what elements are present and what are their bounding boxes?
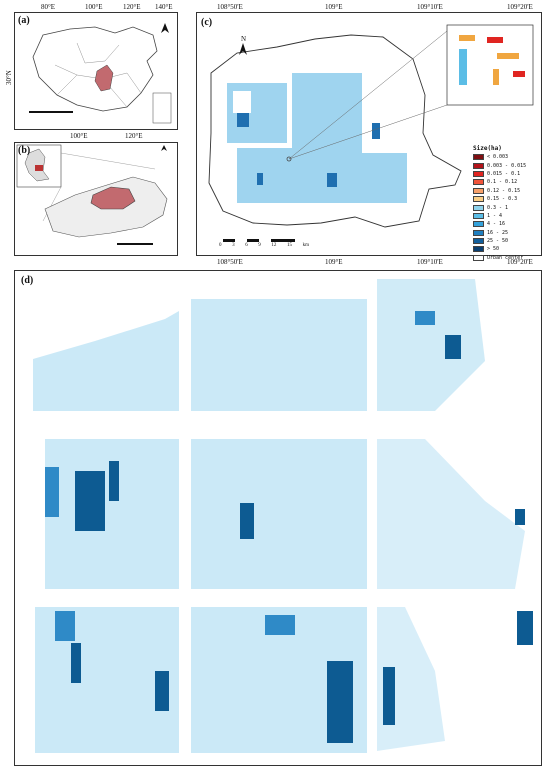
north-label: N bbox=[241, 35, 247, 43]
lat-label: 30°N bbox=[5, 70, 13, 85]
legend-label: 0.3 - 1 bbox=[487, 204, 509, 211]
legend-label: 0.12 - 0.15 bbox=[487, 187, 521, 194]
legend-item: 0.003 - 0.015 bbox=[473, 161, 526, 169]
medium-patches bbox=[45, 311, 435, 641]
lon-label: 109°E bbox=[325, 258, 343, 266]
lon-label: 109°10'E bbox=[417, 258, 443, 266]
scale-unit: km bbox=[302, 243, 309, 248]
legend-item: 4 - 16 bbox=[473, 220, 526, 228]
xian-size-map bbox=[208, 24, 534, 242]
shaanxi-province-highlight bbox=[94, 64, 114, 92]
legend-label: 1 - 4 bbox=[487, 212, 503, 219]
panel-b-shaanxi-map: (b) bbox=[14, 142, 178, 256]
lon-label: 100°E bbox=[70, 132, 88, 140]
panel-a-china-map: (a) 80°E 100°E 120°E 140°E 100°E 120°E 3… bbox=[5, 3, 178, 140]
legend-item: 0.15 - 0.3 bbox=[473, 195, 526, 203]
legend-swatch bbox=[473, 187, 484, 194]
legend-item: 0.1 - 0.12 bbox=[473, 178, 526, 186]
china-outline-map bbox=[29, 23, 172, 124]
legend-title: Size(ha) bbox=[473, 145, 502, 152]
lon-label: 109°10'E bbox=[417, 3, 443, 11]
north-arrow-icon bbox=[239, 43, 247, 55]
xian-city-highlight bbox=[90, 186, 136, 210]
legend-label: Urban center bbox=[487, 254, 524, 261]
legend-swatch bbox=[473, 170, 484, 177]
scale-tick: 3 bbox=[232, 243, 235, 248]
tile-top-middle bbox=[191, 299, 367, 411]
size-legend: Size(ha) < 0.003 0.003 - 0.015 0.015 - 0.1… bbox=[473, 145, 526, 262]
lon-label: 109°20'E bbox=[507, 3, 533, 11]
tile-mid-middle bbox=[191, 439, 367, 589]
detail-size-map bbox=[33, 279, 533, 753]
lon-label: 108°50'E bbox=[217, 258, 243, 266]
legend-swatch bbox=[473, 238, 484, 245]
scale-tick: 12 bbox=[271, 243, 277, 248]
legend-label: 0.15 - 0.3 bbox=[487, 196, 518, 203]
legend-swatch bbox=[473, 254, 484, 261]
legend-item: 0.12 - 0.15 bbox=[473, 187, 526, 195]
legend-label: 16 - 25 bbox=[487, 229, 509, 236]
panel-d-detail-map: (d) bbox=[14, 270, 542, 766]
scale-tick: 6 bbox=[245, 243, 248, 248]
legend-swatch bbox=[473, 204, 484, 211]
lon-label: 120°E bbox=[125, 132, 143, 140]
panel-b-label: (b) bbox=[18, 145, 31, 156]
scale-tick: 9 bbox=[258, 243, 261, 248]
legend-item: > 50 bbox=[473, 245, 526, 253]
lon-label: 109°20'E bbox=[507, 258, 533, 266]
panel-c-xian-map: (c) N 108°50'E 109°E 109°10'E 109°20'E 1… bbox=[196, 3, 542, 266]
lon-label: 140°E bbox=[155, 3, 173, 11]
legend-item: 0.3 - 1 bbox=[473, 203, 526, 211]
legend-swatch bbox=[473, 162, 484, 169]
legend-label: 0.003 - 0.015 bbox=[487, 162, 527, 169]
panel-c-label: (c) bbox=[201, 17, 213, 28]
legend-item: Urban center bbox=[473, 254, 526, 262]
shaanxi-outline-map bbox=[16, 144, 168, 245]
tile-top-left bbox=[33, 311, 179, 411]
legend-label: 0.1 - 0.12 bbox=[487, 179, 518, 186]
tile-top-right bbox=[377, 279, 485, 411]
legend-item: 25 - 50 bbox=[473, 237, 526, 245]
lon-label: 108°50'E bbox=[217, 3, 243, 11]
lon-label: 80°E bbox=[41, 3, 56, 11]
legend-label: 25 - 50 bbox=[487, 238, 509, 245]
legend-swatch bbox=[473, 221, 484, 228]
legend-swatch bbox=[473, 179, 484, 186]
lon-label: 120°E bbox=[123, 3, 141, 11]
scale-bar-ticks: 0 3 6 9 12 15 km bbox=[219, 243, 309, 248]
tile-mid-right bbox=[377, 439, 525, 589]
legend-label: 0.015 - 0.1 bbox=[487, 170, 521, 177]
legend-swatch bbox=[473, 196, 484, 203]
legend-swatch bbox=[473, 154, 484, 161]
legend-item: 16 - 25 bbox=[473, 229, 526, 237]
legend-label: < 0.003 bbox=[487, 154, 509, 161]
large-patches bbox=[71, 335, 533, 743]
legend-label: > 50 bbox=[487, 246, 500, 253]
legend-swatch bbox=[473, 229, 484, 236]
lon-label: 100°E bbox=[85, 3, 103, 11]
legend-item: 0.015 - 0.1 bbox=[473, 170, 526, 178]
legend-swatch bbox=[473, 246, 484, 253]
scale-tick: 15 bbox=[286, 243, 292, 248]
legend-item: 1 - 4 bbox=[473, 212, 526, 220]
legend-item: < 0.003 bbox=[473, 153, 526, 161]
legend-swatch bbox=[473, 212, 484, 219]
legend-label: 4 - 16 bbox=[487, 221, 506, 228]
panel-d-label: (d) bbox=[21, 275, 34, 286]
scale-tick: 0 bbox=[219, 243, 222, 248]
lon-label: 109°E bbox=[325, 3, 343, 11]
panel-a-label: (a) bbox=[18, 15, 30, 26]
